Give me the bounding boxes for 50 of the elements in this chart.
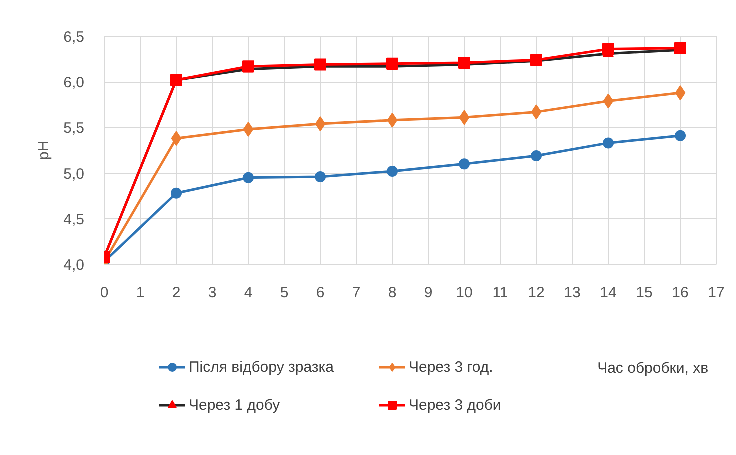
x-tick-label: 16 [672, 284, 689, 302]
x-tick-label: 6 [316, 284, 325, 302]
point [531, 104, 542, 120]
point [171, 131, 182, 146]
point [243, 122, 254, 138]
y-tick-label: 6,0 [64, 74, 85, 92]
point [387, 166, 398, 177]
x-tick-label: 5 [280, 284, 289, 302]
x-tick-label: 2 [172, 284, 181, 302]
point [170, 74, 182, 86]
y-tick-label: 4,5 [64, 211, 85, 228]
point [459, 158, 470, 170]
x-tick-label: 15 [636, 284, 653, 302]
point [386, 58, 398, 70]
point [531, 150, 542, 162]
x-tick-label: 17 [708, 284, 725, 302]
point [242, 60, 254, 73]
x-tick-label: 3 [208, 284, 217, 302]
legend-label: Після відбору зразка [189, 358, 335, 376]
point [603, 138, 614, 149]
legend-label: Через 3 доби [409, 396, 502, 414]
point [675, 86, 686, 101]
point [459, 110, 470, 126]
y-axis-title: pH [36, 140, 53, 160]
x-tick-label: 8 [388, 284, 397, 302]
x-tick-label: 1 [136, 284, 145, 302]
point [315, 116, 326, 132]
point [243, 172, 254, 184]
point [603, 94, 614, 109]
y-tick-label: 4,0 [64, 257, 85, 274]
x-tick-label: 12 [528, 284, 545, 302]
y-tick-label: 5,0 [64, 166, 85, 183]
legend-label: Через 3 год. [409, 358, 494, 376]
x-tick-label: 4 [244, 284, 253, 302]
x-tick-label: 13 [564, 284, 581, 302]
x-axis-title: Час обробки, хв [598, 360, 709, 377]
point [602, 43, 614, 56]
x-tick-label: 11 [492, 284, 508, 302]
x-tick-label: 14 [600, 284, 617, 302]
point [315, 171, 326, 182]
x-tick-label: 9 [424, 284, 433, 302]
x-tick-label: 10 [456, 284, 473, 302]
x-tick-label: 7 [352, 284, 361, 302]
x-tick-label: 0 [100, 284, 109, 302]
y-tick-label: 5,5 [64, 120, 85, 138]
point [171, 188, 182, 199]
point [675, 130, 686, 142]
point [387, 112, 398, 128]
legend-label: Через 1 добу [189, 396, 282, 414]
y-tick-label: 6,5 [64, 29, 85, 46]
